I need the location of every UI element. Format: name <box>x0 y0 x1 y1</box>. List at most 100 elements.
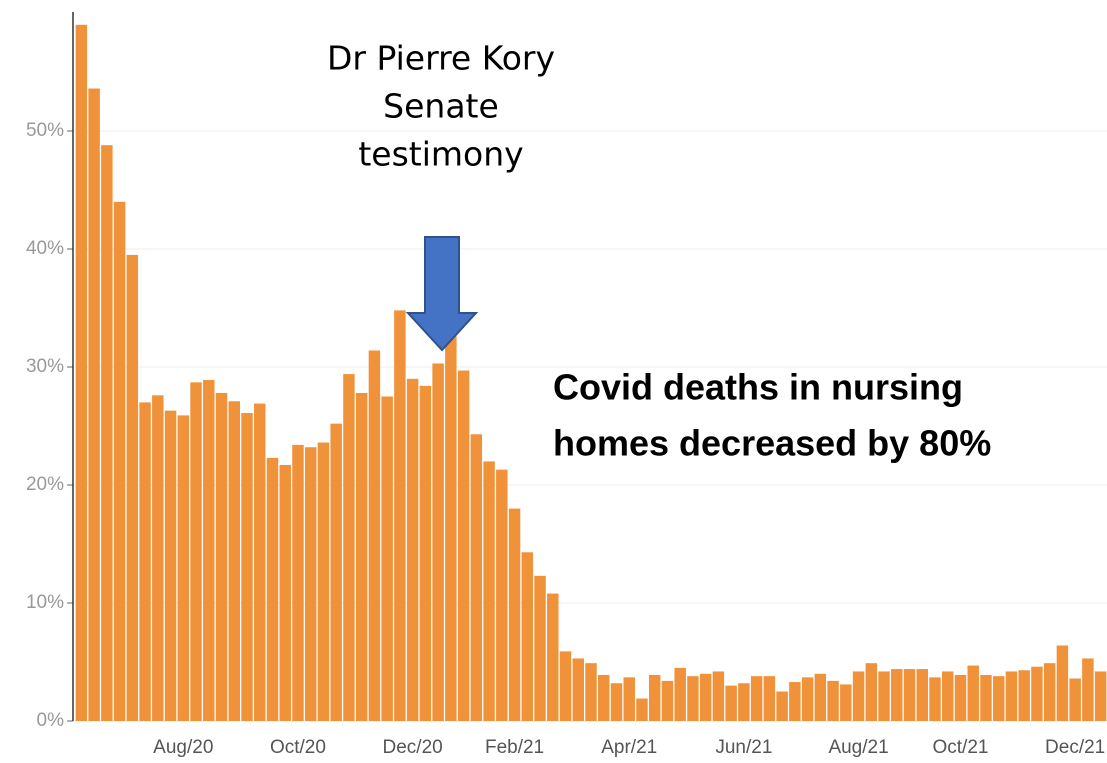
bar <box>343 374 355 721</box>
bar <box>254 403 266 721</box>
bar <box>547 593 559 721</box>
x-tick-label: Apr/21 <box>601 737 657 758</box>
bar <box>789 682 801 721</box>
bar <box>1031 666 1043 721</box>
bar <box>152 395 164 721</box>
x-tick-label: Oct/21 <box>932 737 988 758</box>
bar <box>738 683 750 721</box>
bar <box>75 24 88 722</box>
annotation: homes decreased by 80% <box>553 423 991 464</box>
bar <box>814 673 827 721</box>
bar <box>623 677 635 721</box>
bar <box>126 254 139 721</box>
bar <box>521 552 534 721</box>
bar <box>330 423 342 721</box>
bar <box>215 392 228 721</box>
bar <box>661 680 674 721</box>
bar <box>916 669 928 721</box>
bar <box>827 680 839 721</box>
annotation: Covid deaths in nursing <box>553 367 963 408</box>
bar <box>903 669 916 721</box>
bar <box>610 683 623 721</box>
x-tick-label: Dec/20 <box>383 737 443 758</box>
bar <box>852 671 865 721</box>
bar <box>1069 678 1081 721</box>
y-tick-label: 50% <box>26 120 64 141</box>
bar <box>865 663 878 721</box>
y-tick-label: 10% <box>26 592 64 613</box>
x-tick-label: Dec/21 <box>1045 737 1105 758</box>
annotations: Dr Pierre Kory Senate testimony Covid death… <box>327 39 991 464</box>
bar <box>406 378 419 721</box>
bar <box>432 363 444 721</box>
bar <box>1082 658 1094 721</box>
bar <box>190 382 202 721</box>
x-tick-label: Aug/20 <box>153 737 213 758</box>
bar <box>317 442 330 721</box>
bar <box>88 88 100 721</box>
bar <box>445 335 457 721</box>
bar <box>1094 671 1107 721</box>
bar <box>763 676 776 721</box>
bar <box>636 698 648 721</box>
bar <box>1043 663 1056 721</box>
annotation: Dr Pierre Kory <box>327 39 555 78</box>
bar <box>279 464 291 721</box>
bar <box>1056 645 1069 721</box>
arrow <box>405 236 479 352</box>
bar <box>381 396 393 721</box>
y-tick-label: 40% <box>26 238 64 259</box>
x-tick-label: Oct/20 <box>270 737 326 758</box>
bar <box>967 665 979 721</box>
bar <box>776 691 788 721</box>
bar <box>228 401 240 721</box>
bar <box>419 385 432 721</box>
bar <box>241 413 253 721</box>
bar <box>559 651 572 721</box>
x-tick-label: Jun/21 <box>715 737 772 758</box>
bar <box>355 392 368 721</box>
bar <box>572 658 584 721</box>
bar <box>203 379 215 721</box>
bar <box>750 676 763 721</box>
bar <box>394 310 406 721</box>
bar <box>980 674 992 721</box>
bar <box>712 671 725 721</box>
annotation: Senate <box>383 87 499 126</box>
bar <box>648 674 661 721</box>
bar <box>534 575 546 721</box>
bar <box>304 447 317 721</box>
bar <box>1005 671 1018 721</box>
bar <box>674 667 686 721</box>
bar <box>292 444 304 721</box>
bar <box>878 671 890 721</box>
bar <box>266 457 279 721</box>
bar <box>164 410 177 721</box>
bar <box>891 669 903 721</box>
bar <box>929 677 941 721</box>
bar <box>598 674 610 721</box>
bar <box>496 469 508 721</box>
bar <box>801 677 814 721</box>
bar <box>585 663 597 721</box>
bar <box>954 674 967 721</box>
y-tick-label: 0% <box>37 710 65 731</box>
bar <box>113 201 126 722</box>
bar <box>101 145 113 721</box>
bar <box>1018 670 1030 721</box>
annotation: testimony <box>358 135 523 174</box>
bar <box>687 676 699 721</box>
bar <box>457 370 470 721</box>
y-tick-label: 30% <box>26 356 64 377</box>
y-tick-label: 20% <box>26 474 64 495</box>
grid: 0% 10% 20% 30% 40% 50% Aug/20 Oct/20 Dec/20 Feb/2… <box>26 120 1107 758</box>
bar <box>699 673 712 721</box>
bar <box>368 350 381 721</box>
bar <box>177 415 190 721</box>
bar <box>992 676 1005 721</box>
bar <box>725 685 737 721</box>
bar <box>139 402 151 721</box>
x-tick-label: Feb/21 <box>485 737 544 758</box>
bars <box>75 24 1107 722</box>
